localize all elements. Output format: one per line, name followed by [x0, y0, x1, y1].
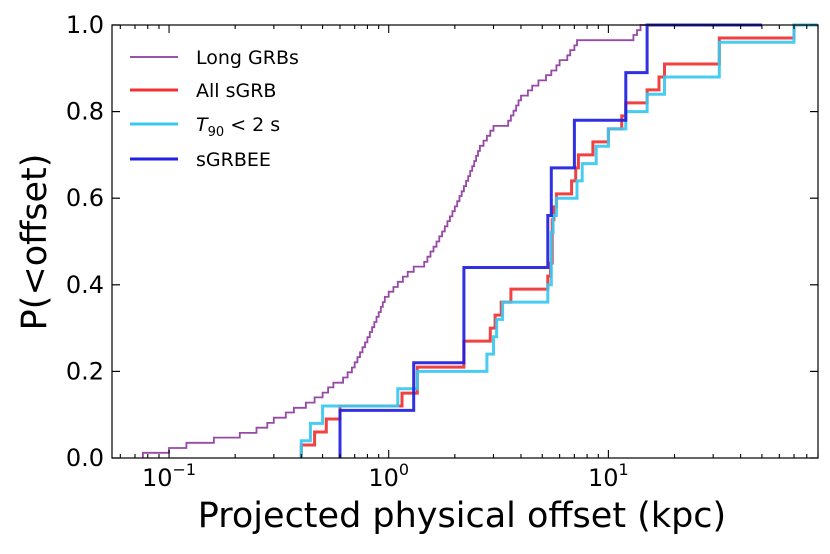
legend: Long GRBs All sGRB T90 < 2 s sGRBEE	[130, 47, 299, 171]
y-tick-label: 0.0	[66, 444, 104, 472]
plot-frame	[111, 24, 819, 459]
legend-label-sgrbee: sGRBEE	[196, 149, 271, 171]
series-layer	[141, 23, 818, 458]
series-line-sgrbee	[338, 23, 762, 458]
ticks-layer: 0.0 0.2 0.4 0.6 0.8 1.0 10−1 100 101	[66, 11, 819, 492]
series-line-long-grbs	[141, 24, 762, 458]
series-line-t90-2-s	[299, 23, 818, 458]
x-axis-label: Projected physical offset (kpc)	[198, 496, 726, 536]
x-tick-label: 101	[588, 460, 629, 492]
y-axis-label: P(<offset)	[15, 154, 55, 331]
y-tick-label: 0.2	[66, 357, 104, 385]
y-tick-label: 0.4	[66, 271, 104, 299]
y-tick-label: 0.6	[66, 184, 104, 212]
legend-label-t90-2-s: T90 < 2 s	[196, 114, 280, 140]
y-tick-label: 0.8	[66, 98, 104, 126]
x-tick-label: 10−1	[142, 460, 196, 492]
x-tick-label: 100	[368, 460, 409, 492]
legend-label-long-grbs: Long GRBs	[196, 47, 299, 69]
legend-label-all-sgrb: All sGRB	[196, 80, 276, 102]
y-tick-label: 1.0	[66, 11, 104, 39]
